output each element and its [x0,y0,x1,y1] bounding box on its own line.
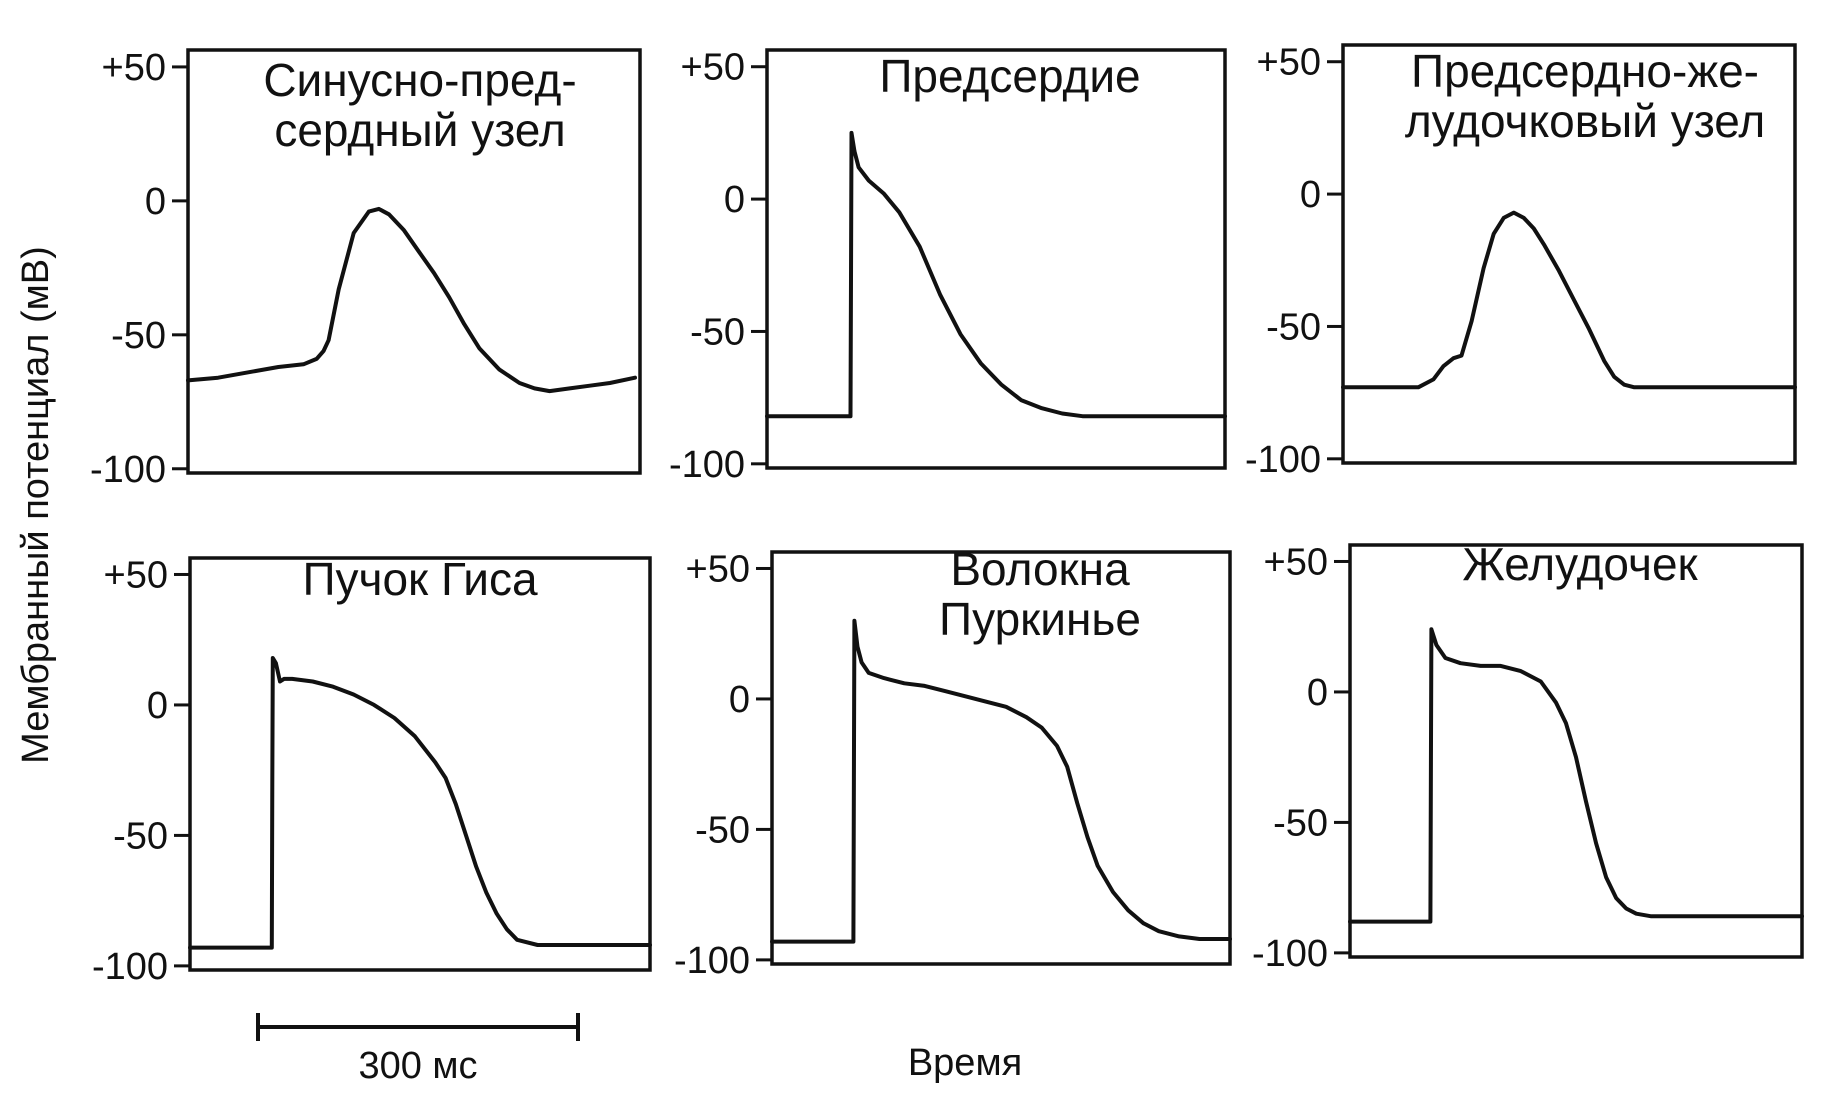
y-tick-label: -50 [1273,802,1328,844]
y-tick-label: -100 [674,940,750,982]
y-tick-label: -50 [113,815,168,857]
y-tick-label: 0 [1307,672,1328,714]
y-tick-label: -50 [695,809,750,851]
scale-bar-label: 300 мс [358,1045,477,1087]
y-tick-label: 0 [1300,174,1321,216]
y-tick-label: 0 [147,685,168,727]
series-line-atrium [765,130,1227,419]
y-tick-label: 0 [724,179,745,221]
panel-his-bundle: +50 0 -50 -100 Пучок Гиса [92,553,652,988]
panel-frame [188,556,652,972]
panel-sa-node: +50 0 -50 -100 Синусно-пред-сердный узел [90,47,642,491]
y-tick-label: +50 [104,554,168,596]
panel-frame [1341,43,1797,465]
scale-bar: 300 мс [256,1013,580,1087]
panel-title-line: Пучок Гиса [302,553,538,605]
panel-frame [770,550,1232,966]
panel-frame [1348,543,1804,959]
y-tick-label: 0 [145,181,166,223]
y-tick-label: -50 [690,311,745,353]
y-tick-label: -100 [90,449,166,491]
y-tick-label: +50 [686,548,750,590]
panel-title: Пучок Гиса [302,553,538,605]
panel-title-line: Предсердно-же- [1411,45,1759,97]
panel-purkinje: +50 0 -50 -100 Волокна Пуркинье [674,543,1232,982]
y-tick-label: -50 [111,315,166,357]
y-tick-label: -100 [1245,439,1321,481]
panel-title-line: Предсердие [879,50,1140,102]
y-tick-label: +50 [102,47,166,89]
series-line-sa-node [186,206,637,394]
panel-title: Предсердно-же-лудочковый узел [1405,45,1765,147]
panel-title-line: лудочковый узел [1405,95,1765,147]
panels: +50 0 -50 -100 Синусно-пред-сердный узел +50 0… [90,42,1804,988]
y-tick-label: +50 [1264,541,1328,583]
series-line-his-bundle [188,656,652,950]
panel-frame [186,48,642,475]
panel-title: Волокна Пуркинье [939,543,1141,645]
panel-title-line: Волокна [950,543,1130,595]
panel-frame [765,48,1227,470]
panel-title-line: Пуркинье [939,593,1141,645]
x-axis-title: Время [908,1042,1022,1084]
series-line-av-node [1341,210,1797,390]
panel-ventricle: +50 0 -50 -100 Желудочек [1252,538,1804,975]
y-axis-title: Мембранный потенциал (мВ) [15,246,57,764]
panel-title-line: сердный узел [274,104,565,156]
panel-title-line: Синусно-пред- [263,54,576,106]
y-tick-label: +50 [681,47,745,89]
panel-title: Желудочек [1462,538,1698,590]
panel-title: Синусно-пред-сердный узел [263,54,576,156]
panel-atrium: +50 0 -50 -100 Предсердие [669,47,1227,486]
series-line-ventricle [1348,627,1804,924]
panel-av-node: +50 0 -50 -100 Предсердно-же-лудочковый узел [1245,42,1797,481]
y-tick-label: -50 [1266,306,1321,348]
panel-title-line: Желудочек [1462,538,1698,590]
series-line-purkinje [770,618,1232,944]
y-tick-label: -100 [669,444,745,486]
y-tick-label: 0 [729,679,750,721]
y-tick-label: -100 [1252,933,1328,975]
y-tick-label: -100 [92,946,168,988]
y-tick-label: +50 [1257,42,1321,84]
panel-title: Предсердие [879,50,1140,102]
